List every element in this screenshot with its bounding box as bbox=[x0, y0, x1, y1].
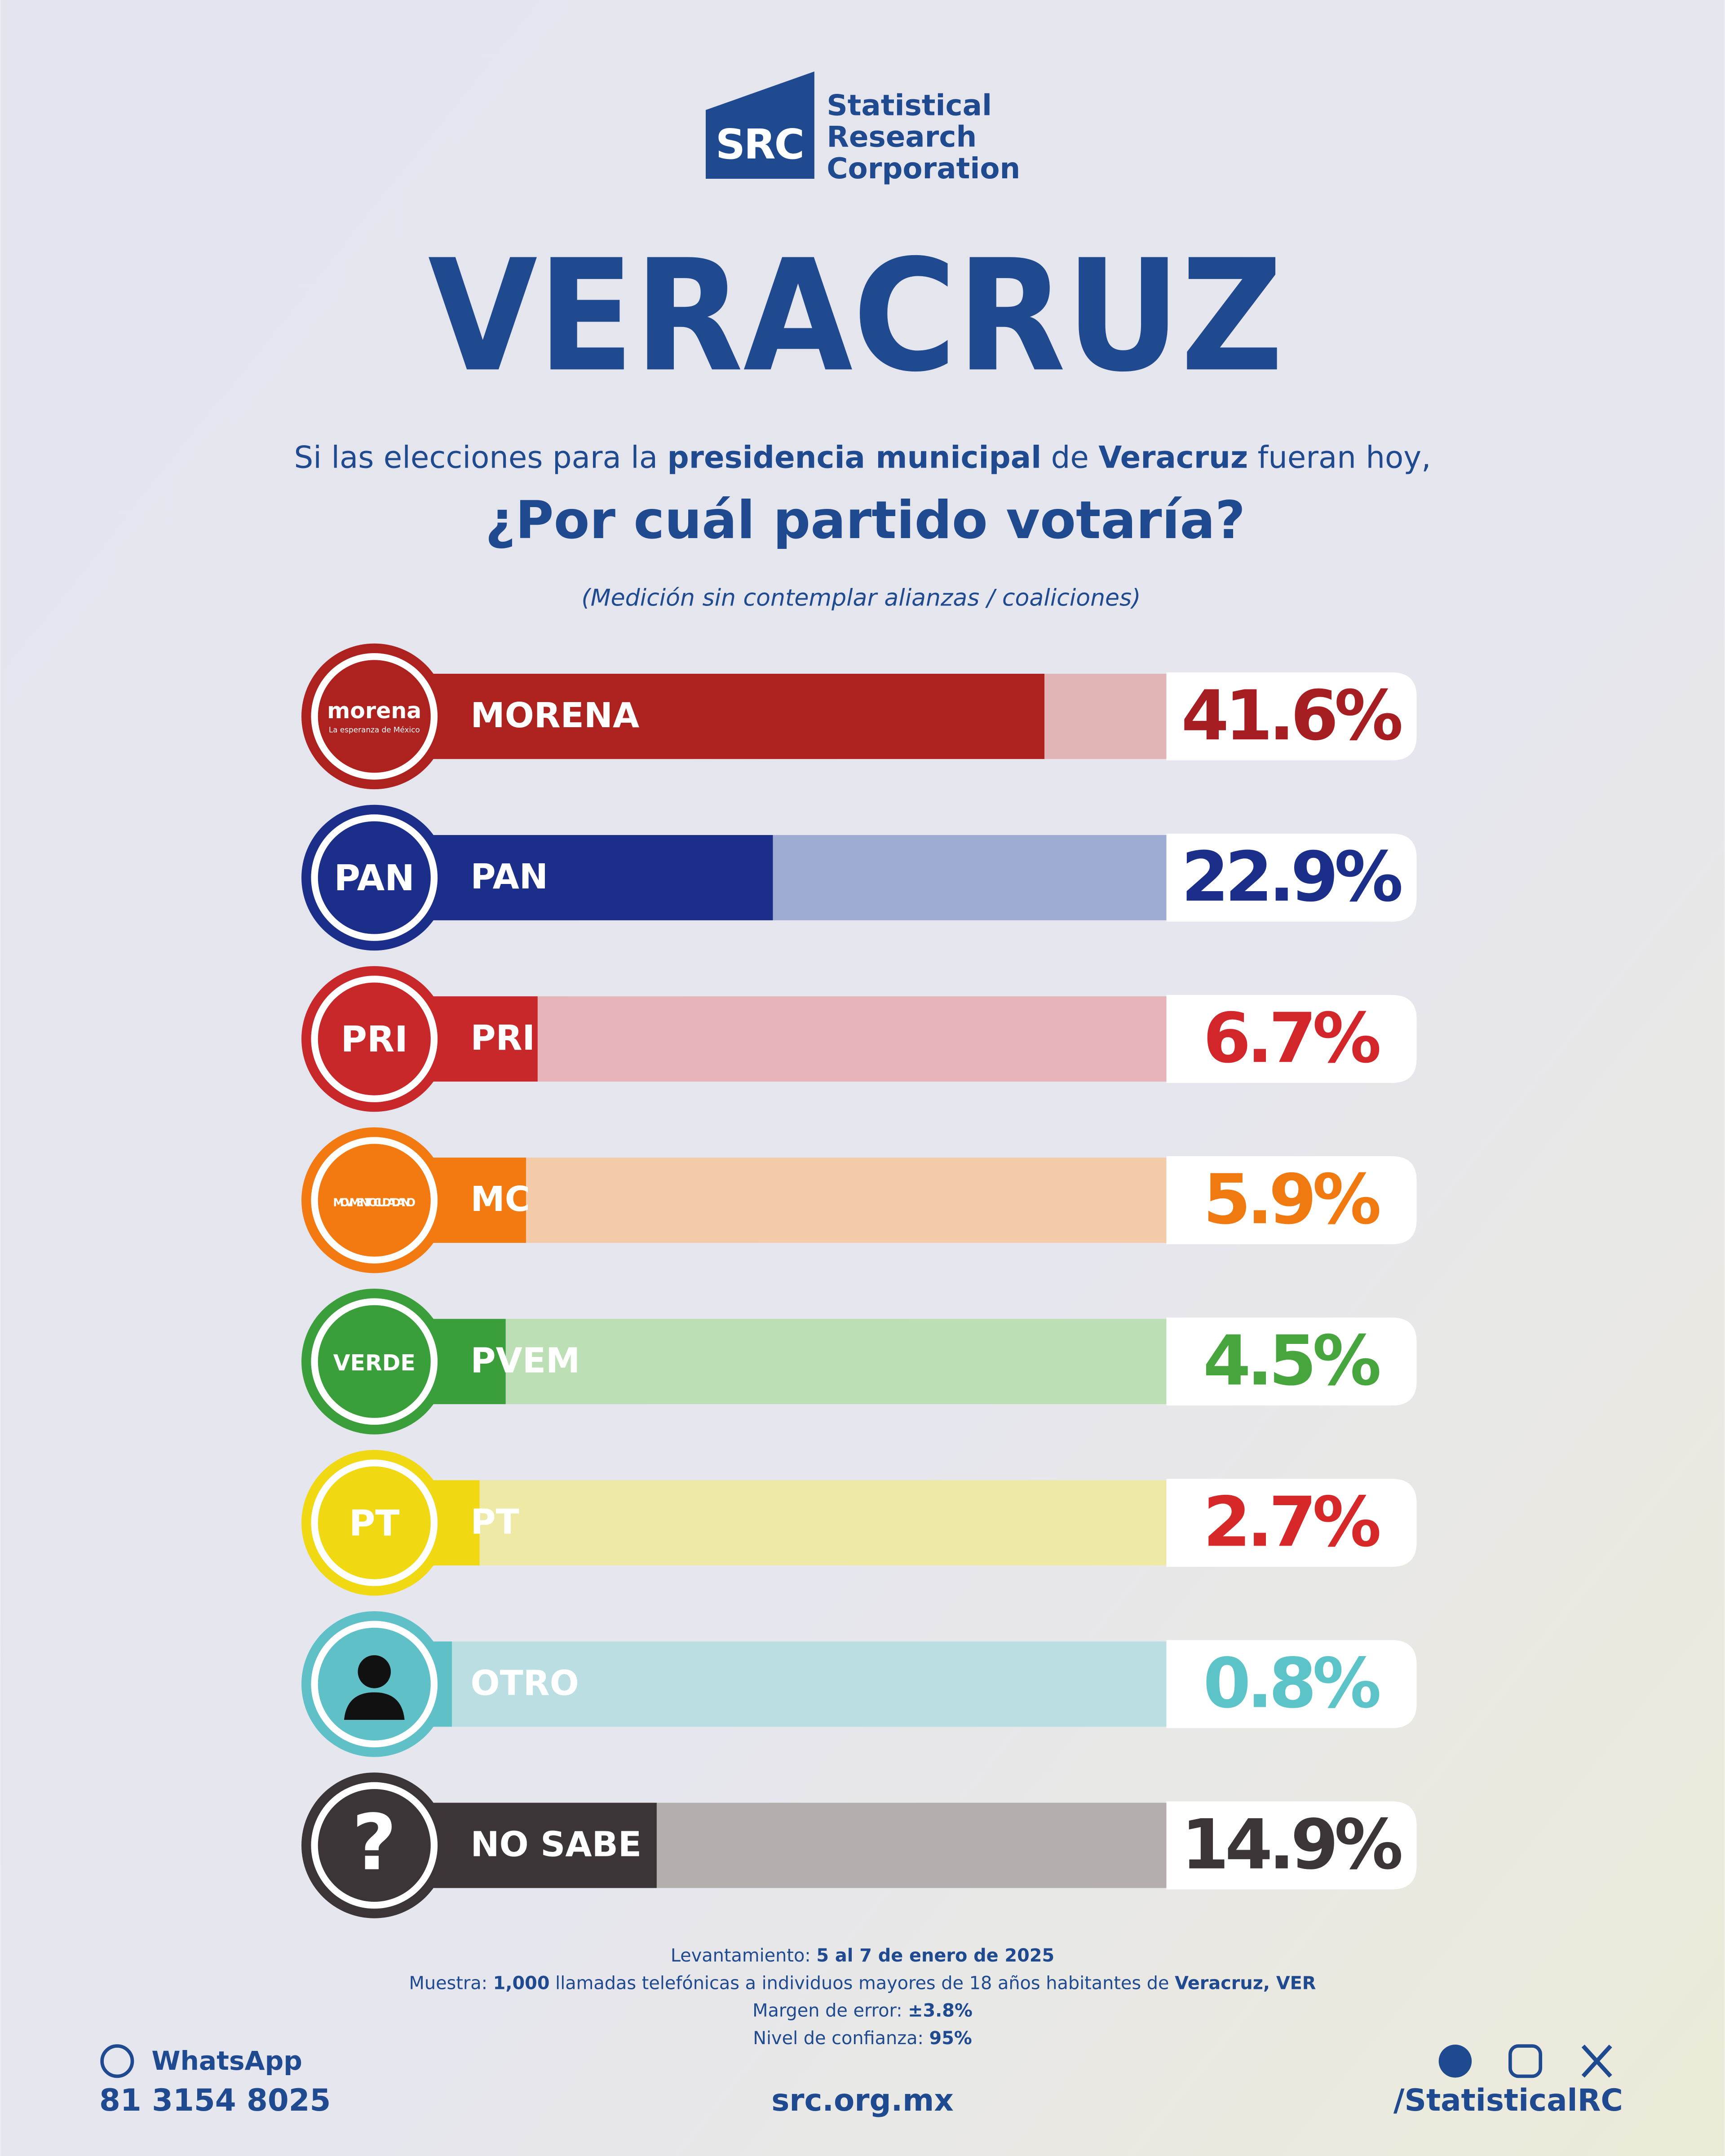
bar-row: 2.7% PT PT bbox=[301, 1450, 1417, 1596]
logo-text: PT bbox=[349, 1502, 400, 1544]
logo-face bbox=[318, 821, 431, 934]
person-head bbox=[358, 1655, 391, 1688]
subtitle: Si las elecciones para la presidencia mu… bbox=[294, 439, 1431, 475]
subtitle-part: fueran hoy, bbox=[1248, 439, 1431, 475]
subtitle-part: Si las elecciones para la bbox=[294, 439, 667, 475]
value-label: 4.5% bbox=[1203, 1321, 1380, 1401]
instagram-icon[interactable] bbox=[1508, 2044, 1543, 2078]
methodology-part: Nivel de confianza: bbox=[753, 2028, 929, 2048]
logo-text: ? bbox=[352, 1798, 397, 1887]
logo-face bbox=[318, 1789, 431, 1902]
bar-row: 0.8% OTRO bbox=[301, 1611, 1417, 1757]
subtitle-part: de bbox=[1041, 439, 1098, 475]
brand-mark: SRC bbox=[716, 120, 803, 168]
bar-row: 6.7% PRI PRI bbox=[301, 966, 1417, 1112]
value-label: 6.7% bbox=[1203, 998, 1380, 1078]
person-body bbox=[344, 1692, 405, 1720]
subtitle-part: Veracruz bbox=[1098, 439, 1248, 475]
logo-text: PAN bbox=[334, 857, 415, 899]
category-label: PVEM bbox=[471, 1341, 580, 1381]
phone: 81 3154 8025 bbox=[99, 2082, 331, 2118]
value-box bbox=[1166, 1479, 1417, 1567]
logo-text: morena bbox=[327, 698, 421, 724]
value-box bbox=[1166, 672, 1417, 760]
value-label: 14.9% bbox=[1181, 1805, 1402, 1885]
question: ¿Por cuál partido votaría? bbox=[485, 490, 1245, 551]
logo-face bbox=[318, 1144, 431, 1257]
logo-face bbox=[318, 1305, 431, 1418]
logo-text: PRI bbox=[341, 1018, 408, 1060]
website: src.org.mx bbox=[771, 2082, 954, 2118]
methodology-part: Levantamiento: bbox=[671, 1945, 817, 1966]
facebook-icon[interactable] bbox=[1438, 2045, 1472, 2078]
methodology-line: Nivel de confianza: 95% bbox=[753, 2028, 972, 2048]
title: VERACRUZ bbox=[428, 226, 1283, 406]
value-label: 0.8% bbox=[1203, 1644, 1380, 1724]
category-label: PRI bbox=[471, 1018, 535, 1058]
logo-face bbox=[318, 660, 431, 773]
methodology-line: Levantamiento: 5 al 7 de enero de 2025 bbox=[671, 1945, 1054, 1966]
category-label: MORENA bbox=[471, 696, 640, 736]
methodology-line: Muestra: 1,000 llamadas telefónicas a in… bbox=[409, 1973, 1316, 1993]
value-box bbox=[1166, 834, 1417, 922]
bar-row: 14.9% NO SABE? bbox=[301, 1772, 1417, 1918]
subtitle-part: presidencia municipal bbox=[668, 439, 1042, 475]
category-label: PAN bbox=[471, 857, 548, 897]
value-box bbox=[1166, 1640, 1417, 1728]
value-label: 22.9% bbox=[1181, 837, 1402, 917]
track bbox=[372, 1480, 1167, 1566]
value-box bbox=[1166, 1156, 1417, 1245]
category-label: MC bbox=[471, 1180, 530, 1219]
logo-text: MOVIMIENTO CIUDADANO bbox=[333, 1196, 416, 1209]
social-handle: /StatisticalRC bbox=[1393, 2082, 1623, 2118]
category-label: PT bbox=[471, 1502, 519, 1542]
track bbox=[372, 1641, 1167, 1727]
value-box bbox=[1166, 1801, 1417, 1890]
note: (Medición sin contemplar alianzas / coal… bbox=[581, 585, 1141, 612]
value-label: 5.9% bbox=[1203, 1160, 1380, 1240]
methodology: Levantamiento: 5 al 7 de enero de 2025 Mu… bbox=[409, 1945, 1316, 2049]
methodology-part: Margen de error: bbox=[752, 2000, 908, 2021]
bar-row: 22.9% PAN PAN bbox=[301, 804, 1417, 951]
x-icon[interactable] bbox=[1581, 2045, 1612, 2078]
methodology-part: Veracruz, VER bbox=[1175, 1973, 1316, 1993]
bar bbox=[372, 674, 1044, 759]
methodology-part: ±3.8% bbox=[908, 2000, 973, 2021]
brand-line: Research bbox=[827, 120, 977, 154]
methodology-part: 5 al 7 de enero de 2025 bbox=[816, 1945, 1054, 1966]
value-box bbox=[1166, 1317, 1417, 1406]
methodology-part: llamadas telefónicas a individuos mayore… bbox=[550, 1973, 1175, 1993]
logo-face bbox=[318, 982, 431, 1096]
category-label: NO SABE bbox=[471, 1825, 642, 1865]
value-box bbox=[1166, 995, 1417, 1083]
methodology-part: 1,000 bbox=[493, 1973, 550, 1993]
methodology-part: 95% bbox=[929, 2028, 972, 2048]
logo-text: VERDE bbox=[333, 1350, 416, 1376]
methodology-part: Muestra: bbox=[409, 1973, 493, 1993]
brand-line: Corporation bbox=[827, 152, 1020, 186]
category-label: OTRO bbox=[471, 1663, 579, 1703]
value-label: 41.6% bbox=[1181, 676, 1402, 756]
brand-line: Statistical bbox=[827, 88, 992, 122]
logo-face bbox=[318, 1466, 431, 1579]
whatsapp-icon bbox=[100, 2044, 134, 2078]
brand-block bbox=[706, 71, 814, 179]
value-label: 2.7% bbox=[1203, 1482, 1380, 1562]
bar-row: 4.5% PVEM VERDE bbox=[301, 1288, 1417, 1435]
whatsapp-label: WhatsApp bbox=[151, 2046, 302, 2076]
logo-tagline: La esperanza de México bbox=[329, 725, 420, 734]
bar-row: 5.9% MC MOVIMIENTO CIUDADANO bbox=[301, 1127, 1417, 1273]
methodology-line: Margen de error: ±3.8% bbox=[752, 2000, 973, 2021]
